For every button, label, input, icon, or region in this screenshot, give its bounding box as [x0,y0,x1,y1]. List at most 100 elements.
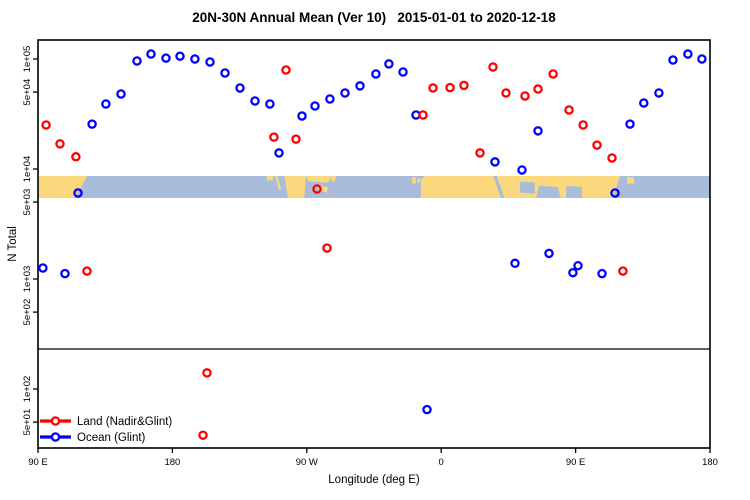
map-band-sea-notch [493,176,505,198]
data-point-ocean [60,268,70,279]
y-tick-label: 5e+04 [22,79,33,106]
data-point-land [312,184,322,194]
plot-box [37,39,711,449]
x-tick-label: 90 E [566,457,586,468]
data-point-land [564,105,574,115]
data-point-ocean [274,148,284,158]
data-point-land [459,80,469,91]
data-point-ocean [490,157,500,167]
data-point-land [445,82,455,93]
data-point-ocean [175,51,185,61]
data-point-ocean [190,54,200,64]
data-point-ocean [654,88,664,98]
data-point-ocean [597,268,607,279]
data-point-ocean [544,248,554,259]
data-point-ocean [38,263,48,273]
legend-label: Ocean (Glint) [77,432,146,444]
data-point-land [202,368,212,378]
data-point-ocean [371,69,381,79]
legend-marker-icon [50,432,61,442]
data-point-ocean [73,188,83,198]
data-point-land [533,84,543,94]
map-band-land [627,177,634,184]
legend-label: Land (Nadir&Glint) [77,416,172,428]
x-axis-label: Longitude (deg E) [328,474,420,486]
map-band-sea-notch [565,185,583,198]
data-point-land [475,148,485,158]
map-band-land [331,176,336,182]
data-point-ocean [205,57,215,67]
data-point-land [322,243,332,253]
y-tick-label: 1e+02 [22,376,33,403]
map-band-land [275,176,282,191]
x-tick-label: 0 [439,457,444,468]
x-tick-label: 90 E [28,457,48,468]
y-tick-label: 5e+01 [22,409,33,436]
data-point-land [592,140,602,150]
data-point-land [55,139,65,149]
data-point-ocean [265,99,275,109]
data-point-land [71,152,81,162]
data-point-ocean [116,89,126,99]
data-point-ocean [573,260,583,271]
data-point-ocean [250,96,260,106]
data-point-land [578,120,588,130]
map-band-land [412,177,416,184]
data-point-land [418,110,428,120]
data-point-ocean [639,98,649,108]
x-tick-label: 90 W [296,457,318,468]
data-point-land [428,83,438,93]
map-band-sea-notch [519,181,535,194]
data-point-land [501,88,511,98]
map-band-land [306,176,331,183]
map-band-land [266,176,273,181]
data-point-ocean [235,83,245,93]
chart-title: 20N-30N Annual Mean (Ver 10) 2015-01-01 … [192,10,556,25]
data-point-ocean [610,188,620,198]
data-point-ocean [310,101,320,111]
data-point-land [82,266,92,276]
data-point-ocean [398,67,408,77]
legend-marker-icon [50,416,61,426]
data-point-land [291,134,301,144]
x-tick-label: 180 [702,457,718,468]
data-point-ocean [625,119,635,129]
data-point-land [607,153,617,163]
data-point-land [41,120,51,130]
y-tick-label: 1e+05 [22,46,33,73]
data-point-ocean [510,258,520,269]
data-point-ocean [355,81,365,91]
data-point-land [198,430,208,440]
y-tick-label: 1e+03 [22,266,33,293]
data-point-ocean [697,54,707,64]
data-point-ocean [568,267,578,278]
data-point-land [520,91,530,101]
data-point-land [281,65,291,75]
map-band-sea-notch [536,185,561,198]
data-point-ocean [340,88,350,98]
data-point-ocean [220,68,230,78]
map-band-land [417,178,420,183]
data-point-ocean [297,111,307,121]
x-tick-label: 180 [164,457,180,468]
data-point-ocean [384,59,394,69]
data-point-ocean [132,56,142,66]
data-point-land [488,62,498,72]
y-tick-label: 5e+02 [22,299,33,326]
data-point-ocean [87,119,97,129]
data-point-ocean [683,49,693,59]
data-point-ocean [668,55,678,65]
data-point-ocean [422,404,432,415]
data-point-ocean [101,99,111,109]
data-point-ocean [533,126,543,136]
data-point-ocean [325,94,335,104]
data-point-land [618,266,628,276]
data-point-ocean [161,53,171,63]
data-point-land [269,132,279,142]
y-tick-label: 1e+04 [22,156,33,183]
data-point-land [548,69,558,79]
y-tick-label: 5e+03 [22,189,33,216]
data-point-ocean [146,49,156,59]
